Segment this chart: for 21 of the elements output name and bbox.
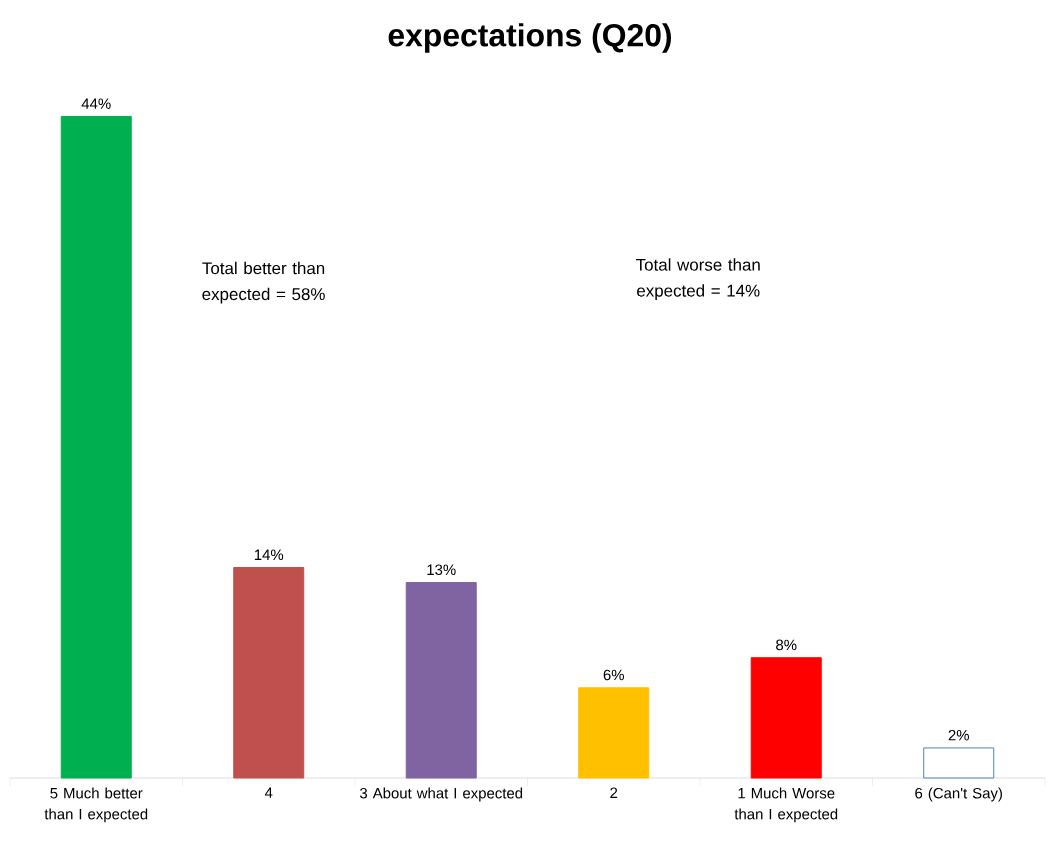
bar: [750, 657, 822, 779]
x-tick-label: 1 Much Worse than I expected: [734, 787, 838, 823]
x-tick-label: 3 About what I expected: [359, 787, 523, 802]
data-label: 44%: [81, 98, 111, 109]
data-label: 8%: [776, 639, 797, 651]
x-tick-label: 2: [610, 787, 618, 798]
data-label: 6%: [603, 669, 624, 681]
data-label: 14%: [254, 549, 284, 560]
bar: [578, 687, 650, 779]
x-tick-label: 5 Much better than I expected: [44, 787, 148, 823]
annotation: Total worse than expected = 14%: [636, 258, 760, 301]
bar: [233, 567, 305, 779]
bar: [60, 115, 132, 779]
x-tick-label: 6 (Can't Say): [915, 787, 1002, 802]
annotation: Total better than expected = 58%: [202, 261, 325, 304]
bar: [923, 747, 995, 779]
data-label: 13%: [427, 564, 456, 576]
x-tick-label: 4: [264, 787, 273, 798]
chart-title: expectations (Q20): [388, 23, 671, 53]
bar: [405, 582, 477, 779]
data-label: 2%: [948, 729, 969, 741]
